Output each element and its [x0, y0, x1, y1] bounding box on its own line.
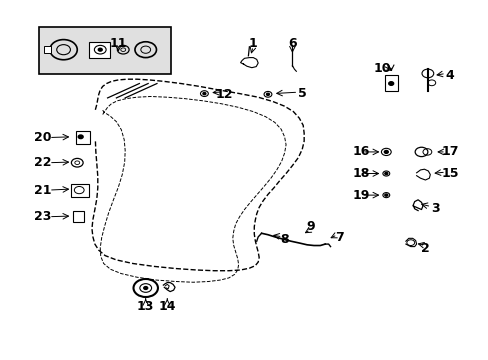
Circle shape: [98, 48, 102, 51]
Text: 11: 11: [109, 37, 127, 50]
Text: 23: 23: [34, 210, 52, 223]
Text: 20: 20: [34, 131, 52, 144]
Circle shape: [203, 93, 205, 95]
Text: 3: 3: [430, 202, 439, 215]
Circle shape: [384, 194, 387, 196]
Text: 18: 18: [351, 167, 369, 180]
Bar: [73, 211, 84, 222]
Text: 5: 5: [297, 87, 306, 100]
Text: 17: 17: [440, 145, 458, 158]
Bar: [71, 184, 89, 197]
Text: 14: 14: [158, 300, 176, 313]
Text: 22: 22: [34, 156, 52, 169]
Bar: [39, 27, 171, 74]
Bar: [44, 46, 51, 53]
Bar: [89, 42, 110, 58]
Circle shape: [384, 172, 387, 175]
Polygon shape: [416, 169, 429, 180]
Text: 9: 9: [305, 220, 314, 233]
Text: 6: 6: [287, 37, 296, 50]
Text: 4: 4: [445, 69, 453, 82]
Circle shape: [78, 135, 83, 139]
Text: 16: 16: [351, 145, 369, 158]
Text: 8: 8: [280, 233, 288, 246]
Circle shape: [143, 287, 147, 289]
Text: 12: 12: [215, 88, 232, 101]
Bar: [76, 131, 90, 144]
Text: 10: 10: [373, 62, 390, 75]
Polygon shape: [405, 238, 416, 247]
Text: 19: 19: [351, 189, 369, 202]
Text: 7: 7: [335, 231, 344, 244]
Bar: [384, 75, 397, 91]
Circle shape: [388, 82, 393, 85]
Text: 1: 1: [248, 37, 257, 50]
Text: 21: 21: [34, 184, 52, 197]
Text: 2: 2: [420, 242, 429, 255]
Circle shape: [266, 93, 269, 95]
Polygon shape: [163, 283, 175, 292]
Text: 13: 13: [137, 300, 154, 313]
Polygon shape: [240, 58, 258, 68]
Circle shape: [384, 150, 387, 153]
Text: 15: 15: [440, 167, 458, 180]
